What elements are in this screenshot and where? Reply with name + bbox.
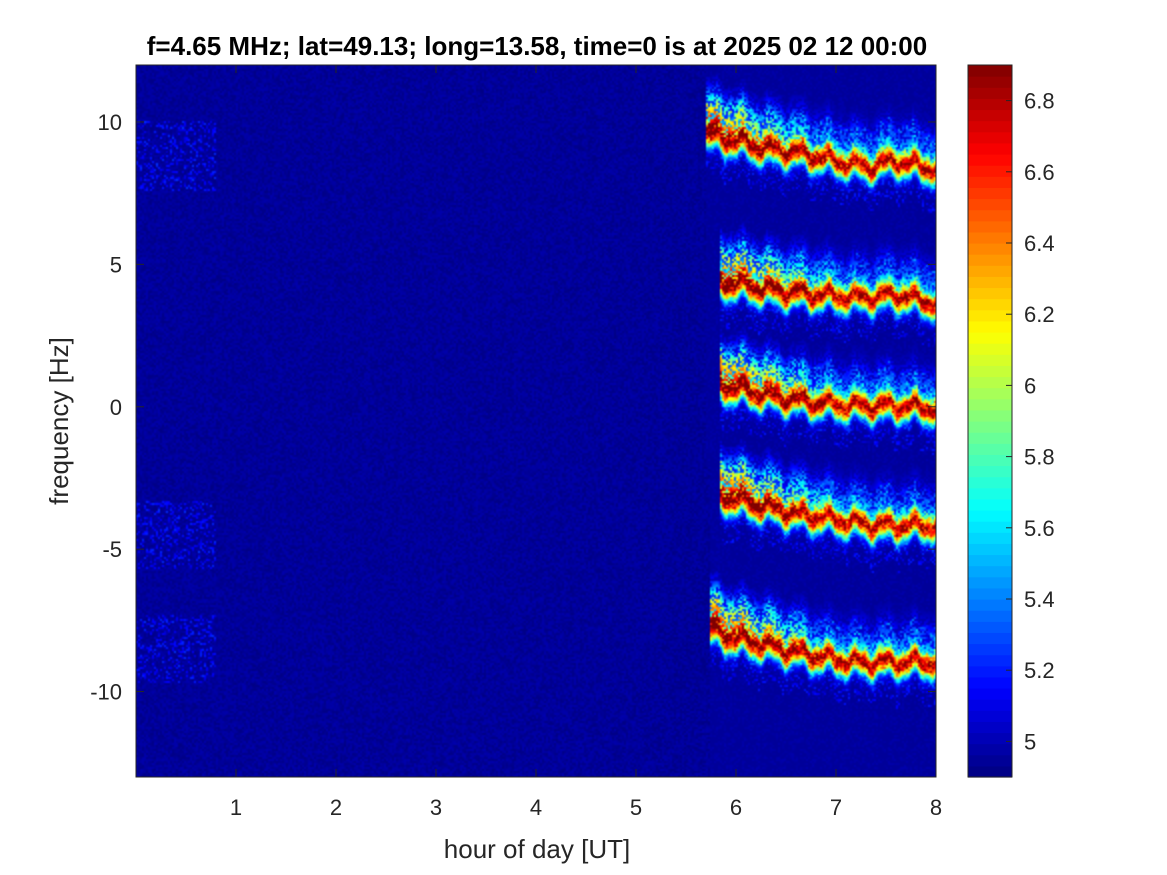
x-axis: 1 2 3 4 5 6 7 8 [230, 65, 942, 820]
x-tick-label: 8 [930, 795, 942, 820]
colorbar-segment [968, 165, 1012, 177]
colorbar-segment [968, 532, 1012, 544]
colorbar-segment [968, 599, 1012, 611]
colorbar-axis: 6.8 6.6 6.4 6.2 6 5.8 5.6 5.4 5.2 5 [1006, 89, 1055, 754]
colorbar-segment [968, 510, 1012, 522]
x-tick-label: 4 [530, 795, 542, 820]
colorbar-segment [968, 721, 1012, 734]
y-tick-label: -5 [102, 537, 122, 562]
colorbar-segment [968, 187, 1012, 200]
colorbar-segment [968, 543, 1012, 556]
colorbar-segment [968, 409, 1012, 422]
colorbar-tick-label: 5 [1024, 729, 1036, 754]
colorbar-tick-label: 6.4 [1024, 231, 1055, 256]
colorbar-tick-label: 5.6 [1024, 516, 1055, 541]
colorbar-segment [968, 465, 1012, 478]
colorbar-segment [968, 654, 1012, 667]
colorbar-segment [968, 443, 1012, 455]
y-tick-label: 5 [110, 252, 122, 277]
colorbar-segment [968, 243, 1012, 255]
colorbar-segment [968, 154, 1012, 166]
y-axis-label: frequency [Hz] [44, 337, 74, 505]
colorbar-segment [968, 209, 1012, 222]
x-tick-label: 6 [730, 795, 742, 820]
colorbar-segment [968, 765, 1012, 778]
colorbar-segment [968, 665, 1012, 678]
x-tick-label: 1 [230, 795, 242, 820]
colorbar-frame [967, 64, 1013, 778]
colorbar-segment [968, 176, 1012, 188]
colorbar-segment [968, 142, 1012, 155]
y-tick-label: 10 [98, 110, 122, 135]
colorbar-segment [968, 554, 1012, 567]
colorbar-segment [968, 376, 1012, 389]
colorbar-segment [968, 87, 1012, 99]
colorbar-segment [968, 131, 1012, 144]
colorbar-tick-label: 6 [1024, 373, 1036, 398]
colorbar-segment [968, 354, 1012, 366]
colorbar-tick-label: 6.8 [1024, 89, 1055, 114]
colorbar-segment [968, 565, 1012, 578]
colorbar-segment [968, 587, 1012, 600]
colorbar-segment [968, 332, 1012, 344]
colorbar-tick-label: 5.2 [1024, 658, 1055, 683]
colorbar-segment [968, 298, 1012, 311]
colorbar-segment [968, 320, 1012, 333]
y-axis: 10 5 0 -5 -10 [90, 110, 936, 705]
colorbar-tick-label: 5.4 [1024, 587, 1055, 612]
x-tick-label: 5 [630, 795, 642, 820]
colorbar-segment [968, 65, 1012, 77]
chart-title: f=4.65 MHz; lat=49.13; long=13.58, time=… [147, 31, 927, 61]
colorbar-segment [968, 732, 1012, 745]
spectrogram-heatmap [136, 65, 936, 777]
colorbar-segment [968, 743, 1012, 756]
colorbar-segment [968, 120, 1012, 133]
colorbar-segment [968, 610, 1012, 622]
colorbar-segment [968, 432, 1012, 444]
colorbar-segment [968, 109, 1012, 122]
colorbar-segment [968, 98, 1012, 111]
colorbar-segment [968, 632, 1012, 645]
colorbar-tick-label: 5.8 [1024, 445, 1055, 470]
colorbar-segment [968, 699, 1012, 711]
colorbar-segment [968, 498, 1012, 511]
colorbar-segment [968, 521, 1012, 533]
colorbar-tick-label: 6.2 [1024, 302, 1055, 327]
colorbar-segment [968, 220, 1012, 233]
colorbar-segment [968, 621, 1012, 633]
colorbar-segment [968, 676, 1012, 689]
x-tick-label: 2 [330, 795, 342, 820]
colorbar-segment [968, 265, 1012, 277]
colorbar-segment [968, 343, 1012, 355]
colorbar-segment [968, 387, 1012, 400]
colorbar-segment [968, 576, 1012, 589]
colorbar-segment [968, 76, 1012, 88]
colorbar-segment [968, 254, 1012, 266]
colorbar-segment [968, 476, 1012, 489]
colorbar-segment [968, 365, 1012, 378]
x-axis-label: hour of day [UT] [444, 834, 630, 864]
colorbar-segment [968, 754, 1012, 767]
colorbar-segment [968, 487, 1012, 500]
colorbar [968, 65, 1012, 778]
colorbar-segment [968, 231, 1012, 244]
colorbar-segment [968, 398, 1012, 411]
y-tick-label: 0 [110, 395, 122, 420]
colorbar-segment [968, 287, 1012, 300]
colorbar-segment [968, 276, 1012, 289]
colorbar-tick-label: 6.6 [1024, 160, 1055, 185]
colorbar-segment [968, 421, 1012, 433]
colorbar-segment [968, 688, 1012, 700]
colorbar-segment [968, 710, 1012, 722]
x-tick-label: 7 [830, 795, 842, 820]
colorbar-segment [968, 198, 1012, 211]
y-tick-label: -10 [90, 680, 122, 705]
colorbar-segment [968, 309, 1012, 322]
colorbar-segment [968, 643, 1012, 656]
colorbar-segment [968, 454, 1012, 467]
x-tick-label: 3 [430, 795, 442, 820]
